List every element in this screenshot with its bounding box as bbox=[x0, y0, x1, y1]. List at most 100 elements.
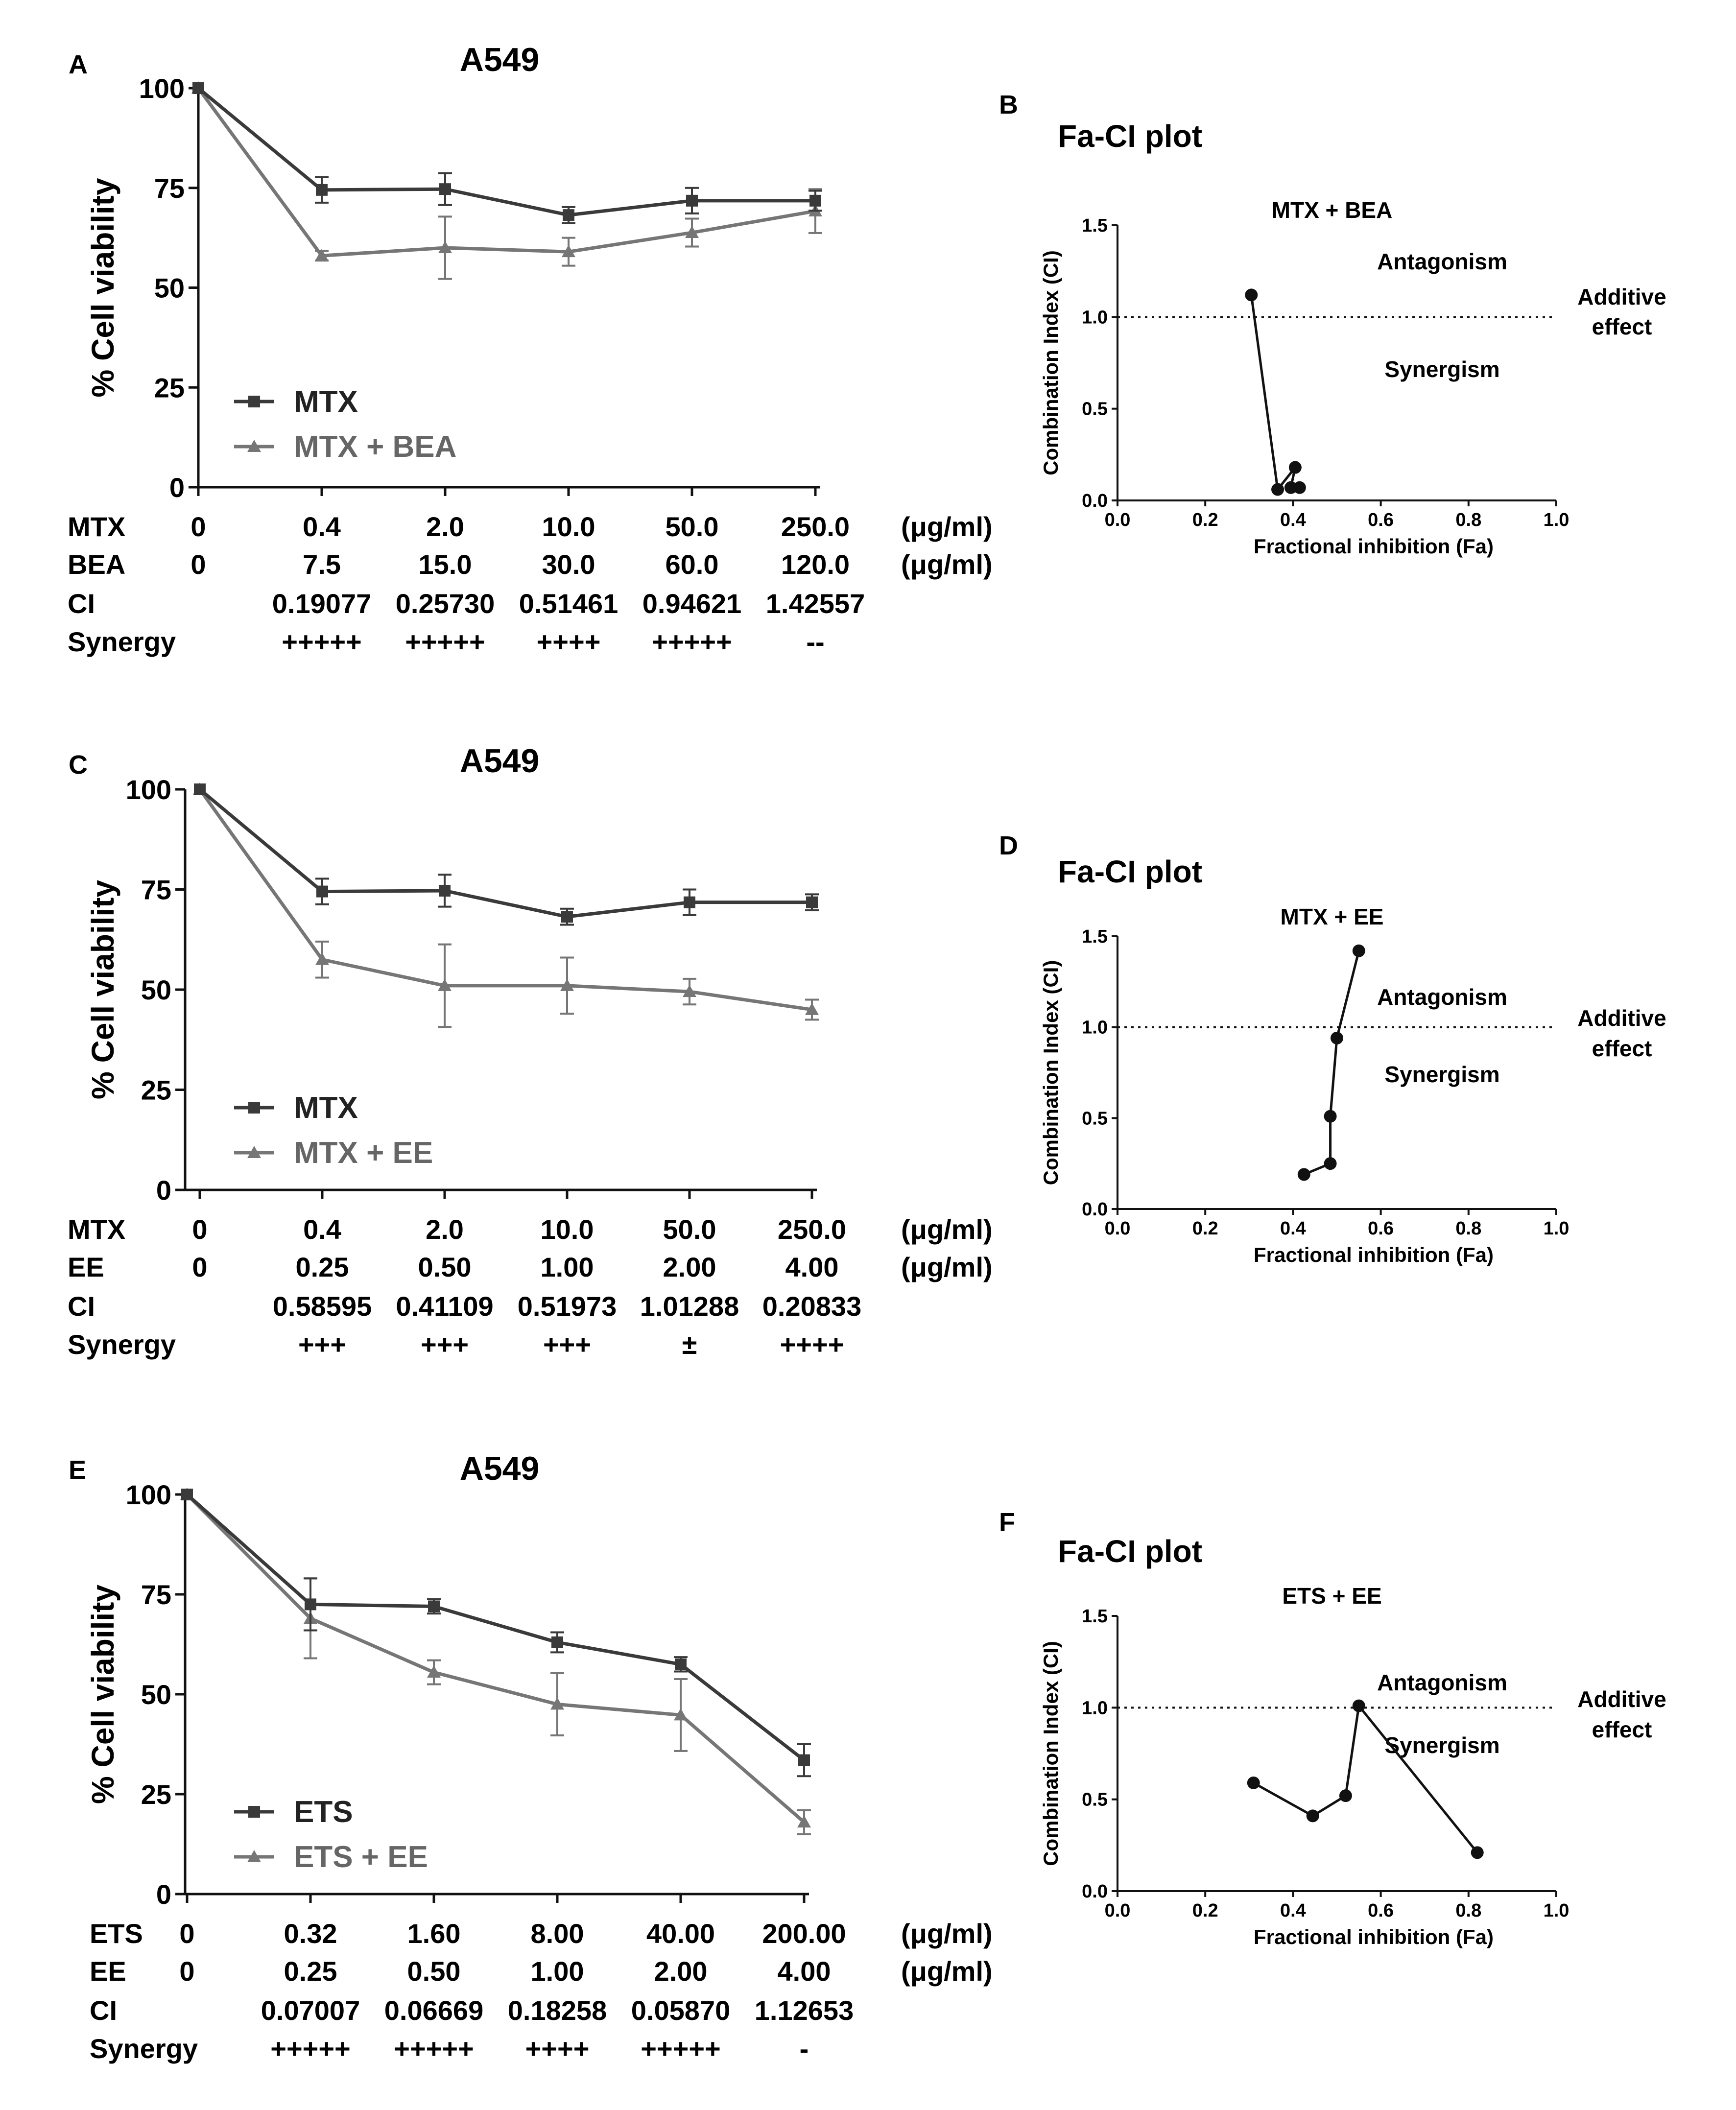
row-value: 0 bbox=[179, 1956, 194, 1987]
x-tick-label: 1.0 bbox=[1544, 510, 1570, 530]
dose-table: MTX 0 0.4 2.0 10.0 50.0 250.0 (μg/ml) BEA 0 7.5 15.… bbox=[68, 511, 993, 657]
y-tick-label: 0 bbox=[156, 1879, 171, 1910]
additive-label: Additive bbox=[1577, 1686, 1666, 1712]
antagonism-label: Antagonism bbox=[1377, 249, 1507, 274]
fa-ci-point bbox=[1339, 1789, 1352, 1802]
x-tick-label: 0.8 bbox=[1455, 1900, 1481, 1921]
synergism-label: Synergism bbox=[1384, 1732, 1499, 1758]
row-value: 2.00 bbox=[654, 1956, 708, 1987]
y-tick-label: 75 bbox=[141, 875, 171, 905]
fa-ci-point bbox=[1284, 481, 1297, 494]
fa-ci-point bbox=[1306, 1809, 1319, 1823]
row-value: 0.25 bbox=[284, 1956, 337, 1987]
y-tick-label: 100 bbox=[126, 1479, 171, 1510]
series-line bbox=[197, 87, 815, 217]
y-tick-label: 0 bbox=[156, 1175, 171, 1206]
table-row: CI 0.19077 0.25730 0.51461 0.94621 1.42557 bbox=[68, 588, 865, 619]
effect-label: effect bbox=[1592, 1036, 1652, 1061]
fa-ci-point bbox=[1324, 1110, 1337, 1123]
data-point bbox=[438, 241, 452, 253]
y-tick-label: 1.0 bbox=[1082, 1698, 1108, 1718]
fa-ci-point bbox=[1297, 1168, 1310, 1181]
fa-ci-point bbox=[1245, 288, 1258, 302]
row-value: 0.20833 bbox=[762, 1291, 861, 1322]
row-value: 0.51461 bbox=[519, 588, 618, 619]
series-line bbox=[198, 788, 812, 1012]
fa-ci-point bbox=[1324, 1157, 1337, 1170]
row-value: 250.0 bbox=[778, 1214, 846, 1245]
row-value: ++++ bbox=[780, 1329, 844, 1360]
row-value: 15.0 bbox=[419, 549, 472, 580]
row-label: MTX bbox=[68, 511, 125, 542]
y-tick-label: 100 bbox=[126, 774, 171, 805]
fa-ci-subtitle: ETS + EE bbox=[1282, 1583, 1381, 1609]
chart-title: A549 bbox=[460, 742, 540, 780]
y-tick-label: 25 bbox=[141, 1779, 171, 1810]
row-value: 50.0 bbox=[666, 511, 719, 542]
row-label: EE bbox=[68, 1252, 104, 1282]
y-axis-label: % Cell viability bbox=[85, 1585, 120, 1804]
x-tick-label: 0.4 bbox=[1280, 510, 1306, 530]
data-point bbox=[685, 226, 699, 238]
y-tick-label: 75 bbox=[141, 1579, 171, 1610]
x-tick-label: 0.8 bbox=[1455, 510, 1481, 530]
y-tick-label: 25 bbox=[154, 372, 185, 403]
table-row: MTX 0 0.4 2.0 10.0 50.0 250.0 (μg/ml) bbox=[68, 511, 993, 542]
x-tick-label: 1.0 bbox=[1544, 1900, 1570, 1921]
series-line bbox=[186, 1493, 806, 1824]
row-value: 0 bbox=[179, 1918, 194, 1949]
row-unit: (μg/ml) bbox=[901, 1214, 993, 1245]
row-value: 7.5 bbox=[303, 549, 341, 580]
data-point bbox=[305, 1598, 316, 1611]
data-point bbox=[806, 896, 818, 908]
series-mtx-bea bbox=[191, 81, 822, 280]
fa-ci-point bbox=[1352, 1699, 1365, 1712]
legend-label: ETS + EE bbox=[294, 1840, 428, 1874]
viability-panel-a: A A549 0 25 50 75 100 % Cell viability MTX MTX + … bbox=[68, 41, 993, 657]
legend-label: MTX + EE bbox=[294, 1136, 433, 1170]
table-row: Synergy +++ +++ +++ ± ++++ bbox=[68, 1329, 844, 1360]
row-value: 0.41109 bbox=[396, 1291, 493, 1322]
legend-label: MTX + BEA bbox=[294, 430, 456, 464]
data-point bbox=[675, 1658, 687, 1670]
data-point bbox=[798, 1754, 810, 1766]
viability-panel-c: C A549 0 25 50 75 100 % Cell viability MTX MTX + … bbox=[68, 742, 993, 1360]
row-label: EE bbox=[90, 1956, 126, 1987]
fa-ci-point bbox=[1247, 1776, 1260, 1789]
series-ets bbox=[181, 1489, 811, 1778]
y-axis-label: % Cell viability bbox=[85, 880, 120, 1100]
y-tick-label: 1.5 bbox=[1082, 215, 1108, 236]
row-value: 0.94621 bbox=[642, 588, 741, 619]
panel-letter: D bbox=[999, 831, 1018, 860]
series-mtx bbox=[194, 783, 819, 926]
y-tick-label: 1.5 bbox=[1082, 1606, 1108, 1627]
y-tick-label: 25 bbox=[141, 1075, 171, 1106]
fa-ci-line bbox=[1250, 295, 1300, 493]
row-value: 0.51973 bbox=[518, 1291, 617, 1322]
table-row: Synergy +++++ +++++ ++++ +++++ - bbox=[90, 2033, 809, 2064]
row-label: MTX bbox=[68, 1214, 125, 1245]
fa-ci-subtitle: MTX + EE bbox=[1281, 904, 1384, 929]
fa-ci-line bbox=[1303, 950, 1360, 1176]
row-value: ++++ bbox=[537, 626, 601, 657]
row-value: 1.00 bbox=[531, 1956, 584, 1987]
fa-ci-point bbox=[1331, 1031, 1343, 1044]
effect-label: effect bbox=[1592, 1717, 1652, 1742]
row-label: Synergy bbox=[90, 2033, 198, 2064]
y-tick-label: 1.5 bbox=[1082, 926, 1108, 947]
row-value: 4.00 bbox=[785, 1252, 839, 1282]
row-value: 2.00 bbox=[663, 1252, 716, 1282]
y-tick-label: 1.0 bbox=[1082, 307, 1108, 328]
x-axis-label: Fractional inhibition (Fa) bbox=[1254, 535, 1494, 558]
y-axis-label: % Cell viability bbox=[85, 178, 120, 398]
data-point bbox=[194, 783, 206, 795]
table-row: MTX 0 0.4 2.0 10.0 50.0 250.0 (μg/ml) bbox=[68, 1214, 993, 1245]
fa-ci-title: Fa-CI plot bbox=[1058, 119, 1202, 154]
chart-title: A549 bbox=[460, 41, 540, 78]
row-value: 30.0 bbox=[542, 549, 595, 580]
legend-marker bbox=[248, 396, 260, 407]
viability-panel-e: E A549 0 25 50 75 100 % Cell viability ETS ETS + … bbox=[69, 1450, 993, 2064]
table-row: EE 0 0.25 0.50 1.00 2.00 4.00 (μg/ml) bbox=[68, 1252, 993, 1282]
y-axis-label: Combination Index (CI) bbox=[1039, 1641, 1062, 1866]
row-value: 10.0 bbox=[542, 511, 595, 542]
